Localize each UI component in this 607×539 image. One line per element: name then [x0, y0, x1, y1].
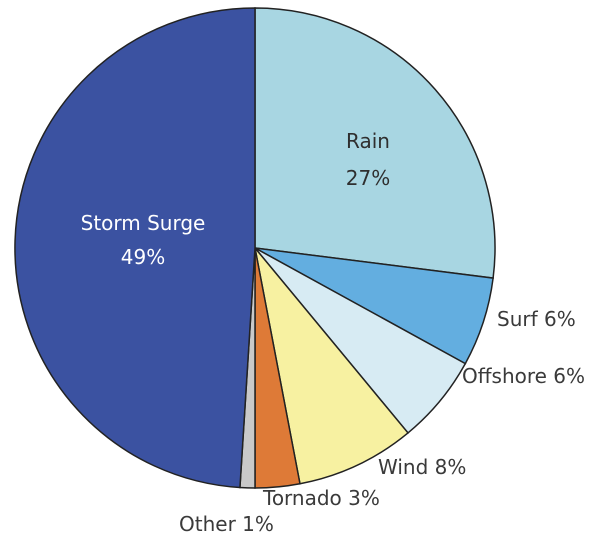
pie-slice-rain — [254, 7, 496, 279]
storm-surge-percent-label: 49% — [121, 245, 165, 269]
other-label: Other 1% — [179, 512, 274, 536]
surf-label: Surf 6% — [497, 307, 576, 331]
tornado-label: Tornado 3% — [262, 486, 380, 510]
rain-label: Rain — [346, 129, 390, 153]
wind-label: Wind 8% — [378, 455, 466, 479]
rain-percent-label: 27% — [346, 166, 390, 190]
pie-slices — [14, 7, 496, 489]
pie-slice-storm-surge — [14, 7, 256, 489]
offshore-label: Offshore 6% — [462, 364, 585, 388]
pie-slice-wind — [254, 247, 410, 485]
storm-surge-label: Storm Surge — [81, 211, 206, 235]
